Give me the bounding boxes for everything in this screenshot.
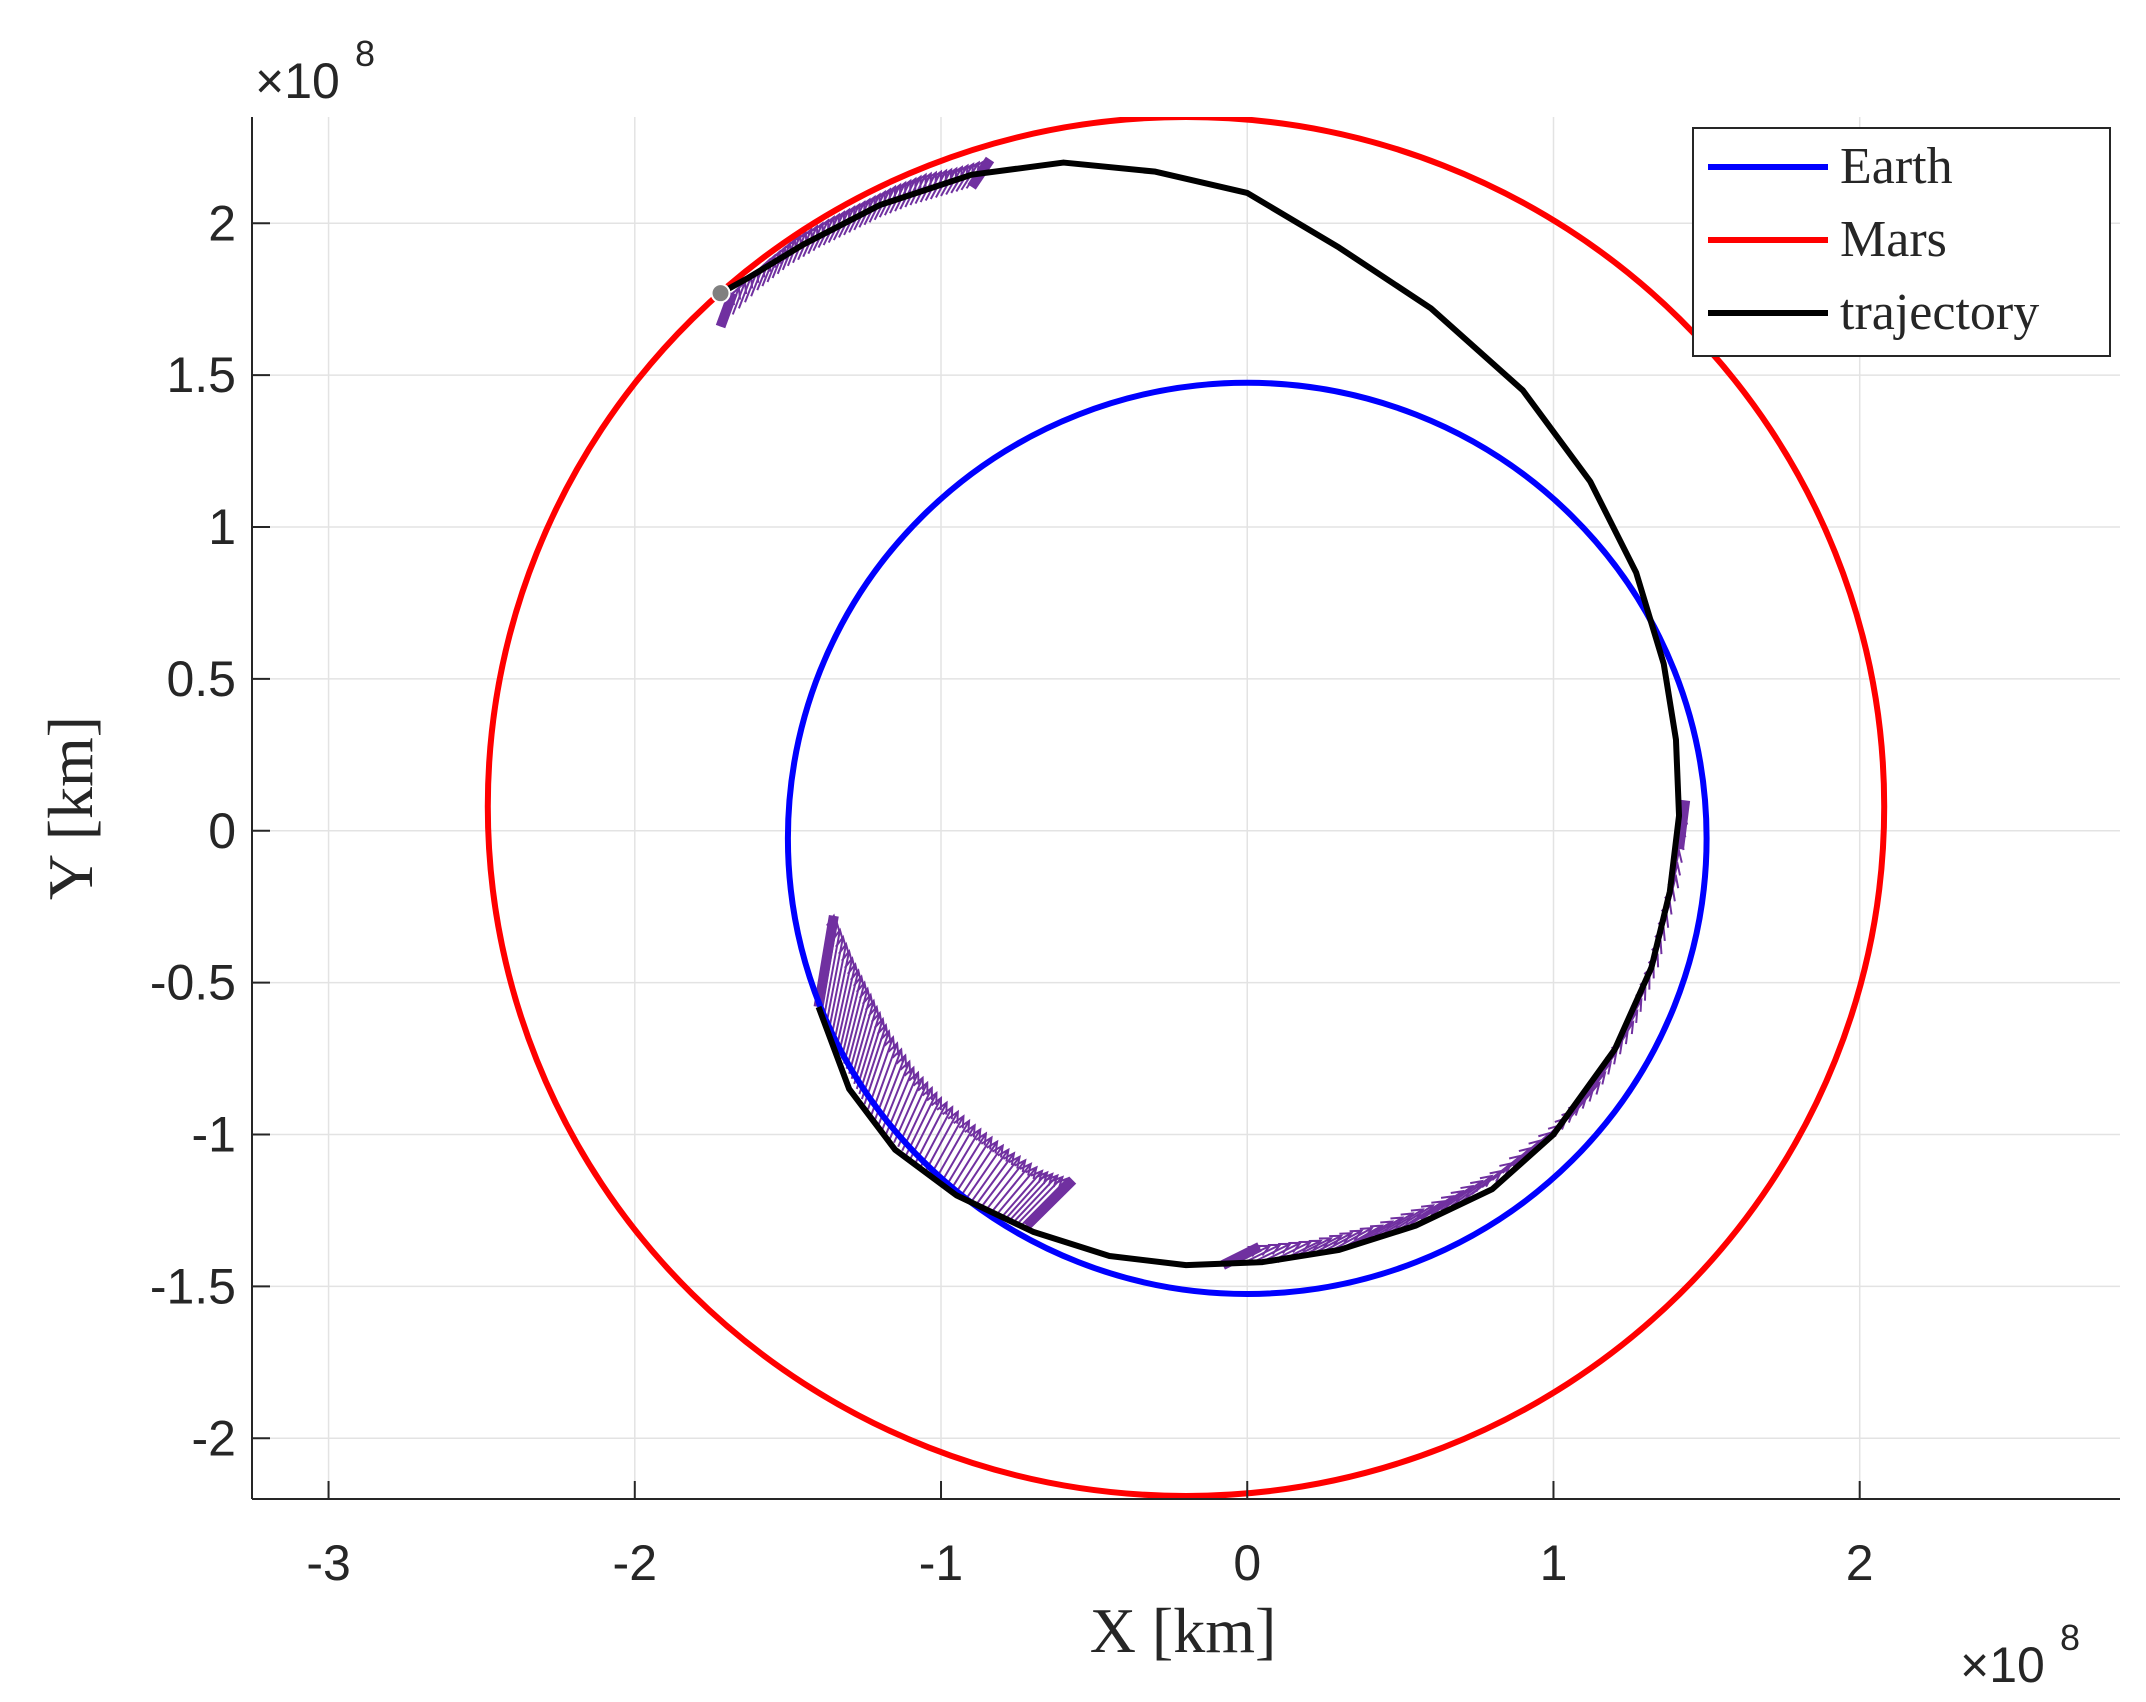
thrust-vector (935, 1120, 970, 1180)
legend-label-mars: Mars (1840, 211, 1947, 268)
y-tick-label: 1.5 (166, 347, 236, 403)
x-exponent-base: ×10 (1960, 1637, 2045, 1693)
thrust-vector (1420, 1190, 1464, 1221)
thrust-arrowhead (1045, 1173, 1059, 1188)
thrust-vector (981, 1156, 1021, 1208)
x-axis-title: X [km] (1090, 1595, 1277, 1666)
legend-label-trajectory: trajectory (1840, 284, 2039, 341)
y-exponent-label: ×10 8 (255, 33, 375, 109)
tick-labels: -3 -2 -1 0 1 2 -2 -1.5 -1 -0.5 0 0.5 1 1.5 2 (150, 195, 1874, 1591)
y-tick-label: -1.5 (150, 1258, 236, 1314)
trajectory-line (719, 159, 1683, 1269)
thrust-vector (1399, 1200, 1444, 1230)
y-tick-label: 1 (208, 499, 236, 555)
thrust-vector (1017, 1176, 1064, 1224)
thrust-vector (960, 1141, 998, 1196)
thrust-vector (996, 1166, 1038, 1215)
legend: Earth Mars trajectory (1692, 127, 2111, 357)
axes (251, 117, 2120, 1500)
arrival-marker (710, 283, 731, 304)
legend-label-earth: Earth (1840, 138, 1953, 195)
thrust-vector (945, 1128, 982, 1187)
mars-orbit (485, 117, 1887, 1499)
thrust-end-vector (813, 914, 839, 1008)
thrust-vector (914, 1102, 948, 1164)
y-exponent-base: ×10 (255, 53, 340, 109)
grid (252, 117, 2120, 1499)
thrust-vector (965, 1145, 1004, 1199)
thrust-vector (1379, 1208, 1424, 1237)
x-tick-label: -3 (306, 1535, 350, 1591)
thrust-vector (924, 1111, 959, 1172)
plot-layer (485, 117, 1887, 1499)
thrust-vector (1440, 1180, 1483, 1212)
y-tick-label: 2 (208, 195, 236, 251)
thrust-end-vector (1674, 799, 1691, 850)
y-tick-label: 0 (208, 803, 236, 859)
earth-orbit (784, 379, 1710, 1297)
thrust-vector (1450, 1175, 1493, 1207)
x-exponent-power: 8 (2060, 1617, 2080, 1658)
thrust-vector (970, 1149, 1010, 1202)
thrust-vector (991, 1163, 1032, 1213)
thrust-vector (1005, 1171, 1048, 1219)
thrust-vector (1389, 1204, 1434, 1234)
thrust-vector (909, 1097, 942, 1160)
thrust-vector (1001, 1170, 1043, 1218)
x-tick-label: 2 (1846, 1535, 1874, 1591)
thrust-vector (1009, 1173, 1054, 1221)
y-axis-title: Y [km] (35, 716, 106, 900)
x-tick-label: 0 (1233, 1535, 1261, 1591)
y-tick-label: 0.5 (166, 651, 236, 707)
x-exponent-label: ×10 8 (1960, 1617, 2080, 1693)
x-tick-label: -1 (919, 1535, 963, 1591)
y-tick-label: -2 (192, 1410, 236, 1466)
x-tick-label: -2 (613, 1535, 657, 1591)
thrust-vector (1430, 1185, 1473, 1216)
thrust-arrowhead (1030, 1169, 1044, 1183)
thrust-vector (919, 1106, 954, 1168)
thrust-vector (950, 1132, 987, 1190)
thrust-vector (731, 281, 746, 315)
thrust-vector (986, 1159, 1027, 1210)
y-tick-label: -1 (192, 1107, 236, 1163)
thrust-vector (1574, 1072, 1606, 1111)
thrust-vector (1568, 1082, 1601, 1120)
y-exponent-power: 8 (355, 33, 375, 74)
thrust-end-vector (1023, 1176, 1077, 1230)
thrust-vector (975, 1152, 1015, 1205)
thrust-arrowhead (1308, 1239, 1323, 1251)
thrust-vector (940, 1124, 976, 1184)
thrust-vector (905, 1092, 938, 1156)
x-tick-label: 1 (1540, 1535, 1568, 1591)
y-tick-label: -0.5 (150, 955, 236, 1011)
thrust-arrowhead (1035, 1170, 1049, 1185)
thrust-vector (929, 1115, 965, 1176)
thrust-arrowhead (1040, 1172, 1054, 1186)
thrust-arrowhead (1050, 1175, 1065, 1189)
thrust-vector (737, 276, 753, 309)
thrust-vector (955, 1137, 993, 1193)
thrust-vector (1013, 1174, 1059, 1222)
thrust-end-vector (715, 291, 738, 329)
thrust-vector (1410, 1195, 1454, 1225)
